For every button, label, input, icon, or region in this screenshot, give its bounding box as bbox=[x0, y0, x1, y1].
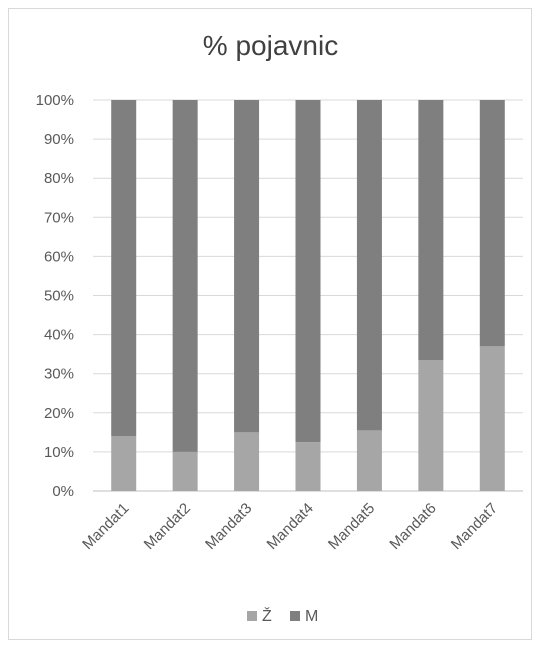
y-tick-label: 0% bbox=[52, 483, 74, 500]
y-tick-label: 50% bbox=[44, 288, 74, 305]
x-tick-label: Mandat2 bbox=[141, 500, 194, 553]
y-tick-label: 40% bbox=[44, 327, 74, 344]
x-tick-label: Mandat1 bbox=[79, 500, 132, 553]
bar-segment-M bbox=[234, 100, 260, 433]
bar-segment-Ž bbox=[356, 430, 382, 491]
x-tick-label: Mandat7 bbox=[448, 500, 501, 553]
bar-segment-Ž bbox=[234, 432, 260, 491]
legend-swatch bbox=[247, 611, 257, 621]
y-tick-label: 70% bbox=[44, 209, 74, 226]
bar-segment-Ž bbox=[111, 436, 137, 491]
legend-swatch bbox=[290, 611, 300, 621]
x-tick-label: Mandat5 bbox=[325, 500, 378, 553]
x-tick-label: Mandat6 bbox=[386, 500, 439, 553]
bar-segment-M bbox=[356, 100, 382, 431]
y-tick-label: 60% bbox=[44, 248, 74, 265]
bar-segment-M bbox=[172, 100, 198, 452]
chart-title: % pojavnic bbox=[202, 30, 339, 61]
y-tick-label: 20% bbox=[44, 405, 74, 422]
y-tick-label: 10% bbox=[44, 444, 74, 461]
y-tick-label: 90% bbox=[44, 131, 74, 148]
chart-frame bbox=[8, 8, 532, 640]
bar-segment-Ž bbox=[479, 346, 505, 491]
y-tick-label: 100% bbox=[36, 92, 74, 109]
bar-segment-Ž bbox=[172, 451, 198, 491]
bar-segment-M bbox=[479, 100, 505, 347]
x-tick-label: Mandat4 bbox=[264, 500, 317, 553]
y-tick-label: 30% bbox=[44, 366, 74, 383]
bar-segment-M bbox=[111, 100, 137, 437]
legend-label: Ž bbox=[262, 606, 272, 625]
bar-segment-Ž bbox=[418, 360, 444, 491]
y-tick-label: 80% bbox=[44, 170, 74, 187]
bar-segment-M bbox=[295, 100, 321, 443]
x-tick-label: Mandat3 bbox=[202, 500, 255, 553]
bar-segment-M bbox=[418, 100, 444, 361]
legend-label: M bbox=[305, 608, 318, 625]
bar-segment-Ž bbox=[295, 442, 321, 491]
